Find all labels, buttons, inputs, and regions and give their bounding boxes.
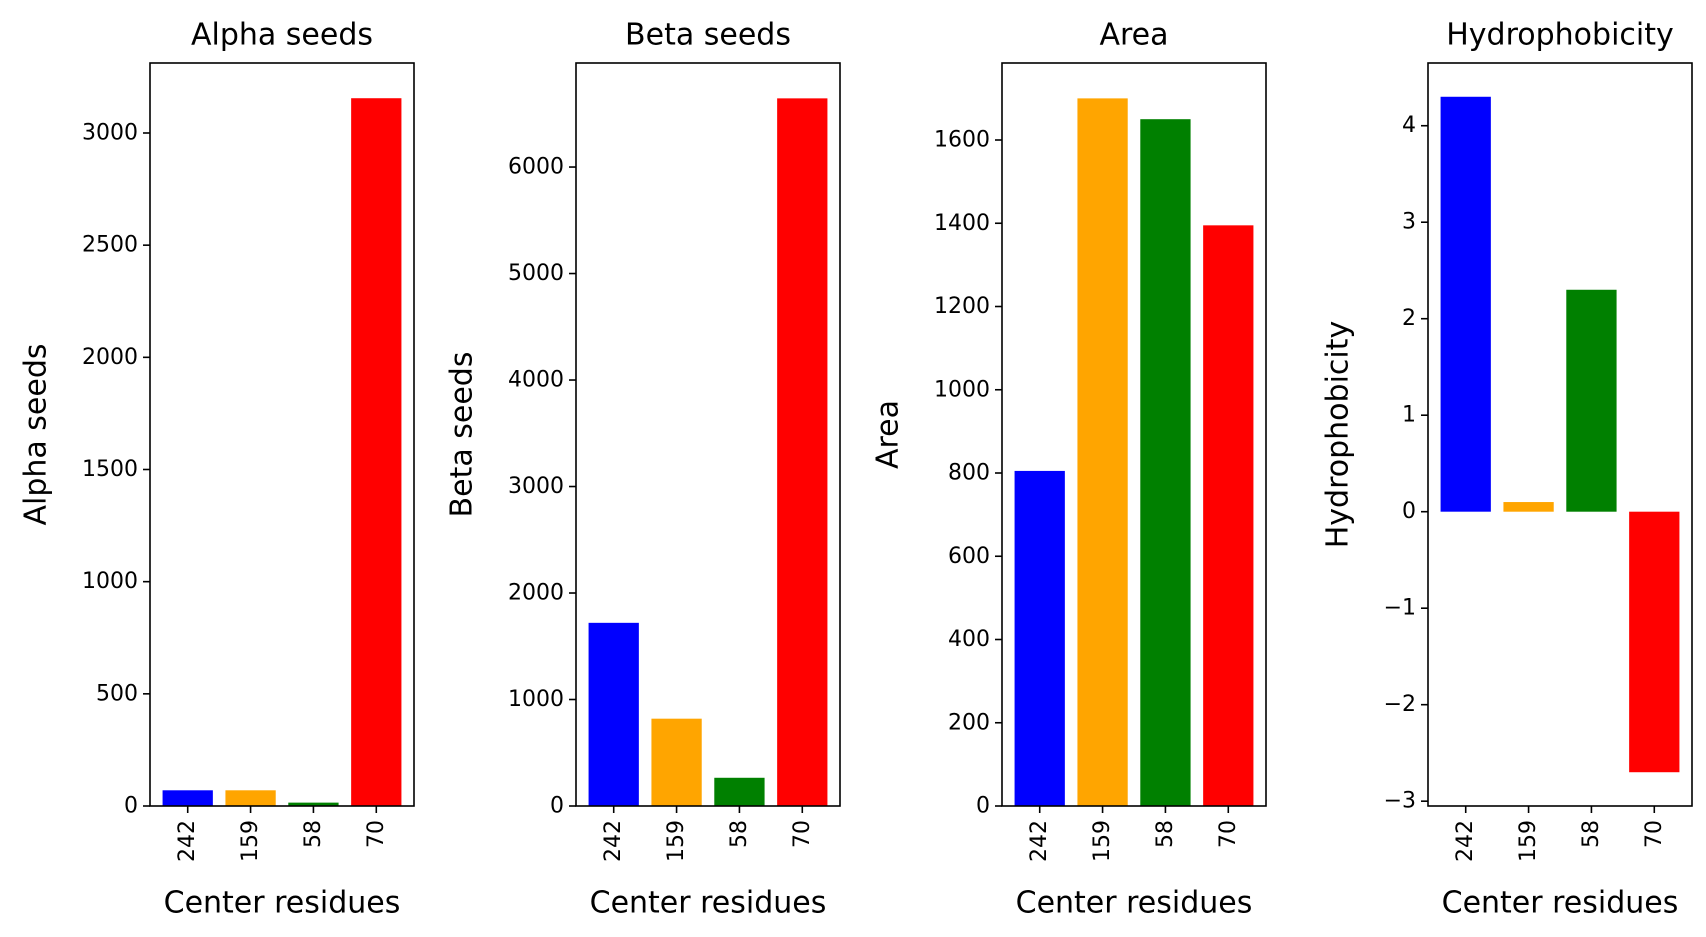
bar-58 <box>1140 119 1191 806</box>
bar-70 <box>777 98 828 807</box>
y-tick-label: 0 <box>550 794 564 819</box>
bar-159 <box>1077 98 1128 806</box>
bar-242 <box>588 622 639 806</box>
x-tick-label: 159 <box>664 820 689 862</box>
x-tick-label: 159 <box>1516 820 1541 862</box>
chart-panel-3: 0 200 400 600 800 1000 1200 1400 1600 242 159 58 70 A… <box>871 18 1267 921</box>
y-tick-label: 5000 <box>508 261 564 286</box>
y-tick-label: 1500 <box>82 457 138 482</box>
bar-242 <box>162 790 213 806</box>
y-tick-label: 1 <box>1402 403 1416 428</box>
y-tick-label: 0 <box>1402 499 1416 524</box>
y-tick-label: 3 <box>1402 210 1416 235</box>
x-axis-label: Center residues <box>1016 886 1253 921</box>
x-axis-label: Center residues <box>164 886 401 921</box>
chart-panel-2: 0 1000 2000 3000 4000 5000 6000 242 159 58 70 Beta … <box>445 18 841 921</box>
y-tick-label: 1000 <box>508 687 564 712</box>
bar-159 <box>651 718 702 806</box>
y-tick-label: 500 <box>96 681 138 706</box>
y-tick-label: 200 <box>948 710 990 735</box>
x-tick-label: 159 <box>1090 820 1115 862</box>
chart-title: Area <box>1099 18 1168 53</box>
x-tick-label: 70 <box>1216 820 1241 848</box>
bar-70 <box>1629 511 1680 773</box>
axes-frame <box>1427 62 1693 807</box>
chart-title: Hydrophobicity <box>1446 18 1674 53</box>
y-tick-label: 6000 <box>508 155 564 180</box>
bar-242 <box>1014 470 1065 806</box>
y-tick-label: 0 <box>124 794 138 819</box>
x-tick-label: 58 <box>1153 820 1178 848</box>
y-tick-label: 3000 <box>82 120 138 145</box>
y-tick-label: −3 <box>1384 789 1416 814</box>
x-axis-label: Center residues <box>1442 886 1679 921</box>
y-tick-label: 1000 <box>934 377 990 402</box>
y-tick-label: 4000 <box>508 368 564 393</box>
y-tick-label: 600 <box>948 544 990 569</box>
y-tick-label: 3000 <box>508 474 564 499</box>
bar-58 <box>714 777 765 806</box>
x-axis-label: Center residues <box>590 886 827 921</box>
x-tick-label: 242 <box>175 820 200 862</box>
axes-frame <box>149 62 415 807</box>
chart-panel-4: −3 −2 −1 0 1 2 3 4 242 159 58 70 Hydrophobicity Cente… <box>1321 18 1693 921</box>
x-tick-label: 242 <box>601 820 626 862</box>
x-tick-label: 70 <box>364 820 389 848</box>
y-tick-label: 0 <box>976 794 990 819</box>
chart-panel-1: 0 500 1000 1500 2000 2500 3000 242 159 58 70 Alpha … <box>19 18 415 921</box>
bar-58 <box>1566 289 1617 512</box>
y-axis-label: Hydrophobicity <box>1321 321 1356 549</box>
x-tick-label: 58 <box>301 820 326 848</box>
x-tick-label: 159 <box>238 820 263 862</box>
y-tick-label: −1 <box>1384 596 1416 621</box>
bar-159 <box>1503 502 1554 512</box>
y-tick-label: 1000 <box>82 569 138 594</box>
y-tick-label: 2 <box>1402 306 1416 331</box>
y-tick-label: 1600 <box>934 128 990 153</box>
chart-title: Alpha seeds <box>191 18 373 53</box>
bar-242 <box>1440 96 1491 512</box>
x-tick-label: 242 <box>1027 820 1052 862</box>
bar-70 <box>351 98 402 807</box>
x-tick-label: 70 <box>790 820 815 848</box>
y-tick-label: 400 <box>948 627 990 652</box>
bar-70 <box>1203 225 1254 807</box>
y-tick-label: −2 <box>1384 692 1416 717</box>
x-tick-label: 58 <box>727 820 752 848</box>
x-tick-label: 58 <box>1579 820 1604 848</box>
y-axis-label: Area <box>871 400 906 469</box>
x-tick-label: 242 <box>1453 820 1478 862</box>
axes-frame <box>575 62 841 807</box>
axes-frame <box>1001 62 1267 807</box>
y-tick-label: 800 <box>948 461 990 486</box>
y-tick-label: 2000 <box>508 581 564 606</box>
y-tick-label: 1400 <box>934 211 990 236</box>
y-tick-label: 4 <box>1402 113 1416 138</box>
y-axis-label: Alpha seeds <box>19 343 54 525</box>
y-tick-label: 1200 <box>934 294 990 319</box>
bar-159 <box>225 790 276 806</box>
y-axis-label: Beta seeds <box>445 352 480 518</box>
x-tick-label: 70 <box>1642 820 1667 848</box>
y-tick-label: 2000 <box>82 345 138 370</box>
chart-title: Beta seeds <box>625 18 791 53</box>
y-tick-label: 2500 <box>82 233 138 258</box>
bar-58 <box>288 802 339 806</box>
